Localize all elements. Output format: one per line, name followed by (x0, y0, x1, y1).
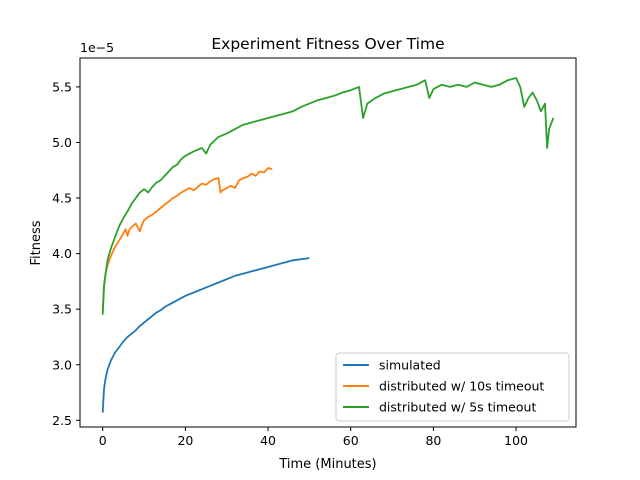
x-tick-label: 60 (343, 433, 359, 448)
series-line-1 (101, 257, 310, 413)
series-line-3 (101, 77, 555, 315)
x-tick-label: 20 (177, 433, 193, 448)
y-tick-label: 4.0 (52, 246, 72, 261)
legend: simulated distributed w/ 10s timeout distr… (335, 352, 570, 422)
x-tick-label: 80 (425, 433, 441, 448)
legend-label: simulated (379, 358, 441, 373)
x-tick-label: 100 (504, 433, 528, 448)
y-tick-label: 5.0 (52, 135, 72, 150)
legend-box (335, 352, 570, 422)
chart-title: Experiment Fitness Over Time (211, 35, 444, 53)
plot-lines (101, 77, 555, 413)
y-tick-label: 2.5 (52, 413, 72, 428)
y-tick-label: 3.5 (52, 302, 72, 317)
x-tick-label: 0 (99, 433, 107, 448)
y-axis-multiplier: 1e−5 (80, 40, 114, 55)
x-tick-label: 40 (260, 433, 276, 448)
y-axis: 2.5 3.0 3.5 4.0 4.5 5.0 5.5 (52, 79, 80, 428)
legend-label: distributed w/ 10s timeout (379, 379, 544, 394)
series-line-2 (101, 167, 273, 312)
y-tick-label: 3.0 (52, 357, 72, 372)
x-axis: 0 20 40 60 80 100 (99, 427, 528, 448)
y-tick-label: 5.5 (52, 79, 72, 94)
plot-frame (79, 57, 577, 428)
x-axis-label: Time (Minutes) (278, 457, 376, 472)
legend-label: distributed w/ 5s timeout (379, 400, 536, 415)
y-tick-label: 4.5 (52, 191, 72, 206)
y-axis-label: Fitness (29, 220, 44, 265)
